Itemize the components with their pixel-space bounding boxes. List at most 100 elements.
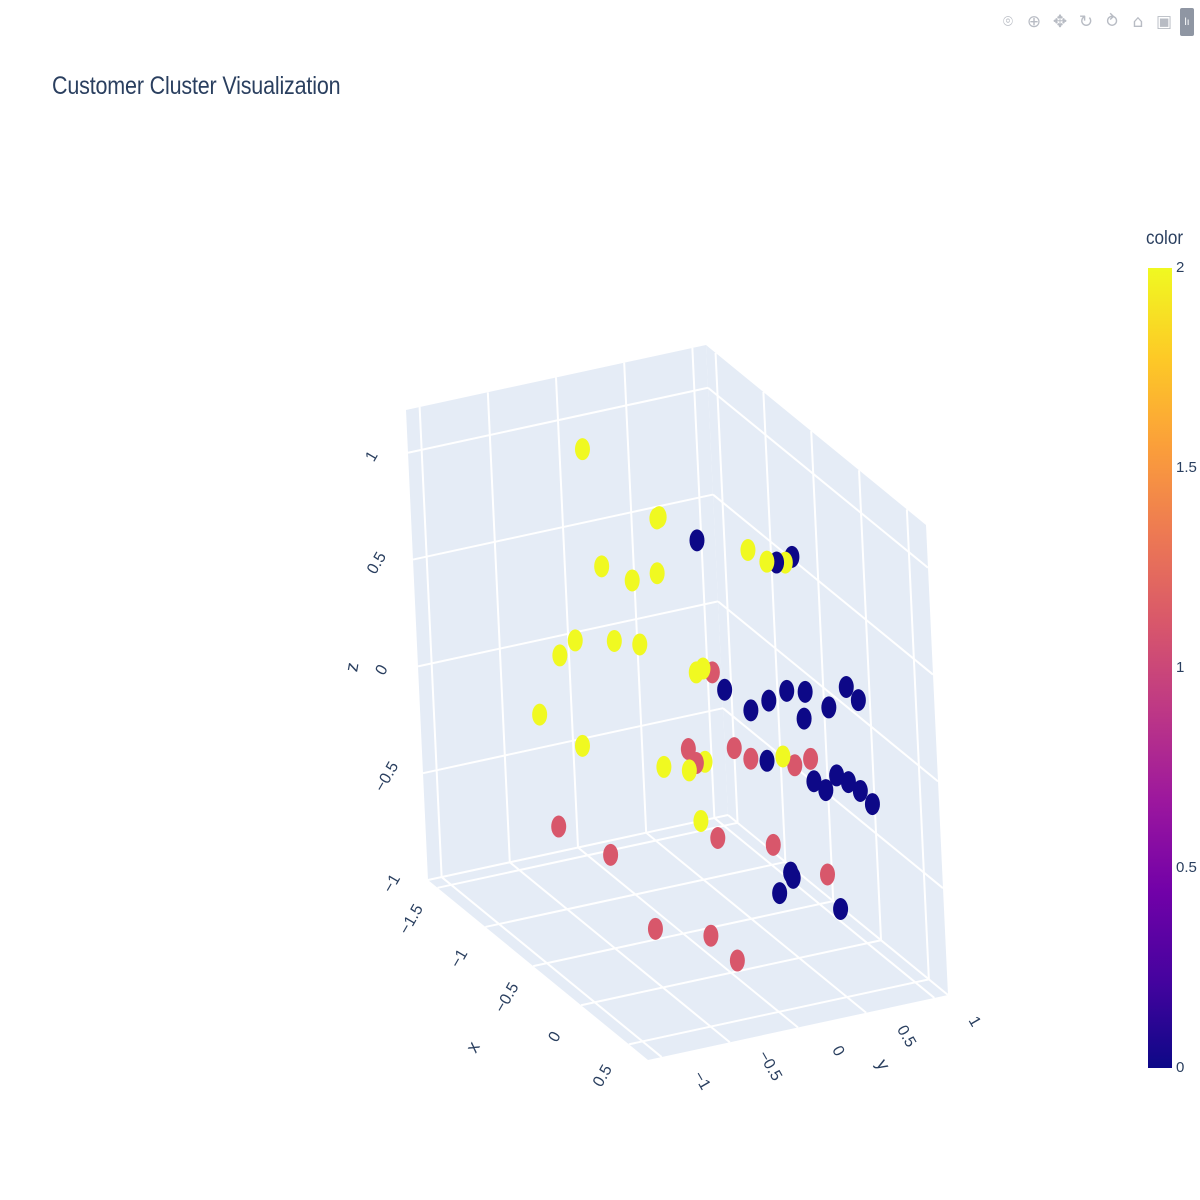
y-gridline <box>486 392 511 863</box>
data-point <box>726 737 742 760</box>
y-gridline <box>441 876 663 1058</box>
y-tick-label: 1 <box>965 1014 984 1030</box>
data-point <box>567 629 583 652</box>
data-point <box>803 747 819 770</box>
x-gridline <box>905 509 930 980</box>
data-point <box>833 897 849 920</box>
data-point <box>651 506 667 529</box>
colorbar-title: color <box>1146 228 1184 249</box>
z-tick-label: 0 <box>373 662 392 678</box>
colorbar-tick-label: 1 <box>1176 659 1185 676</box>
z-gridline <box>427 814 729 881</box>
data-point <box>681 759 697 782</box>
data-point <box>864 793 880 816</box>
data-point <box>821 696 837 719</box>
data-point <box>818 779 834 802</box>
z-axis-title: z <box>341 661 362 673</box>
turntable-rotation-icon[interactable]: ⥁ <box>1106 12 1118 32</box>
data-point <box>783 861 799 884</box>
data-point <box>632 633 648 656</box>
y-gridline <box>555 377 579 848</box>
data-point <box>710 826 726 849</box>
data-point <box>743 747 759 770</box>
data-point <box>779 679 795 702</box>
data-point <box>689 529 705 552</box>
x-gridline <box>762 391 787 863</box>
data-point <box>695 657 711 680</box>
data-point <box>647 917 663 940</box>
pan-icon[interactable]: ✥ <box>1052 12 1068 32</box>
x-gridline <box>810 431 835 902</box>
reset-last-save-icon[interactable]: ▣ <box>1155 12 1173 32</box>
orbit-rotation-icon[interactable]: ↻ <box>1078 12 1094 32</box>
colorbar-tick-label: 0 <box>1176 1059 1185 1076</box>
y-gridline <box>713 817 935 999</box>
data-point <box>551 815 567 838</box>
y-tick-label: 0 <box>828 1043 847 1059</box>
data-point <box>594 555 610 578</box>
data-point <box>606 629 622 652</box>
plotly-logo-icon[interactable]: lı <box>1180 8 1194 36</box>
data-point <box>838 676 854 699</box>
data-point <box>603 843 619 866</box>
zoom-icon[interactable]: ⊕ <box>1026 12 1042 32</box>
z-gridline <box>722 707 944 889</box>
z-gridline <box>707 386 929 569</box>
data-point <box>624 569 640 592</box>
data-point <box>574 438 590 461</box>
data-point <box>850 689 866 712</box>
z-gridline <box>717 600 939 783</box>
chart-title: Customer Cluster Visualization <box>52 72 341 100</box>
colorbar-tick-label: 1.5 <box>1176 459 1197 476</box>
data-point <box>532 703 548 726</box>
y-gridline <box>623 362 648 833</box>
data-point <box>649 562 665 585</box>
data-point <box>729 949 745 972</box>
data-point <box>787 754 803 777</box>
x-tick-label: 0.5 <box>590 1062 616 1090</box>
x-tick-label: −1 <box>448 946 472 970</box>
z-gridline <box>412 493 714 561</box>
data-point <box>819 863 835 886</box>
data-point <box>806 770 822 793</box>
data-point <box>796 707 812 730</box>
y-gridline <box>418 406 443 878</box>
data-point <box>759 749 775 772</box>
y-gridline <box>509 861 731 1044</box>
y-axis-title: y <box>872 1056 894 1074</box>
data-point <box>772 882 788 905</box>
data-point <box>775 745 791 768</box>
colorbar-gradient <box>1148 268 1172 1068</box>
x-tick-label: −1.5 <box>396 902 427 938</box>
data-point <box>693 809 709 832</box>
reset-camera-icon[interactable]: ⌂ <box>1132 12 1144 32</box>
z-tick-label: −0.5 <box>372 759 403 795</box>
data-point <box>656 755 672 778</box>
colorbar-tick-label: 2 <box>1176 259 1185 276</box>
data-point <box>797 680 813 703</box>
z-gridline <box>407 386 709 454</box>
back-wall-plane <box>706 345 948 995</box>
y-gridline <box>577 846 799 1029</box>
data-point <box>680 738 696 761</box>
x-gridline <box>858 470 883 941</box>
data-point <box>761 689 777 712</box>
data-point <box>703 924 719 947</box>
x-axis-title: x <box>462 1038 484 1056</box>
colorbar-tick-label: 0.5 <box>1176 859 1197 876</box>
camera-icon[interactable]: ⌾ <box>1002 12 1014 32</box>
x-tick-label: 0 <box>546 1029 565 1045</box>
z-tick-label: 0.5 <box>364 549 390 577</box>
data-point <box>852 779 868 802</box>
data-point <box>717 678 733 701</box>
data-point <box>574 734 590 757</box>
z-gridline <box>712 493 934 676</box>
x-tick-label: −0.5 <box>492 980 523 1016</box>
z-gridline <box>422 707 724 775</box>
y-gridline <box>691 347 716 819</box>
y-gridline <box>645 831 867 1014</box>
y-tick-label: −1 <box>690 1069 714 1093</box>
z-tick-label: 1 <box>363 448 382 464</box>
z-tick-label: −1 <box>380 872 404 896</box>
